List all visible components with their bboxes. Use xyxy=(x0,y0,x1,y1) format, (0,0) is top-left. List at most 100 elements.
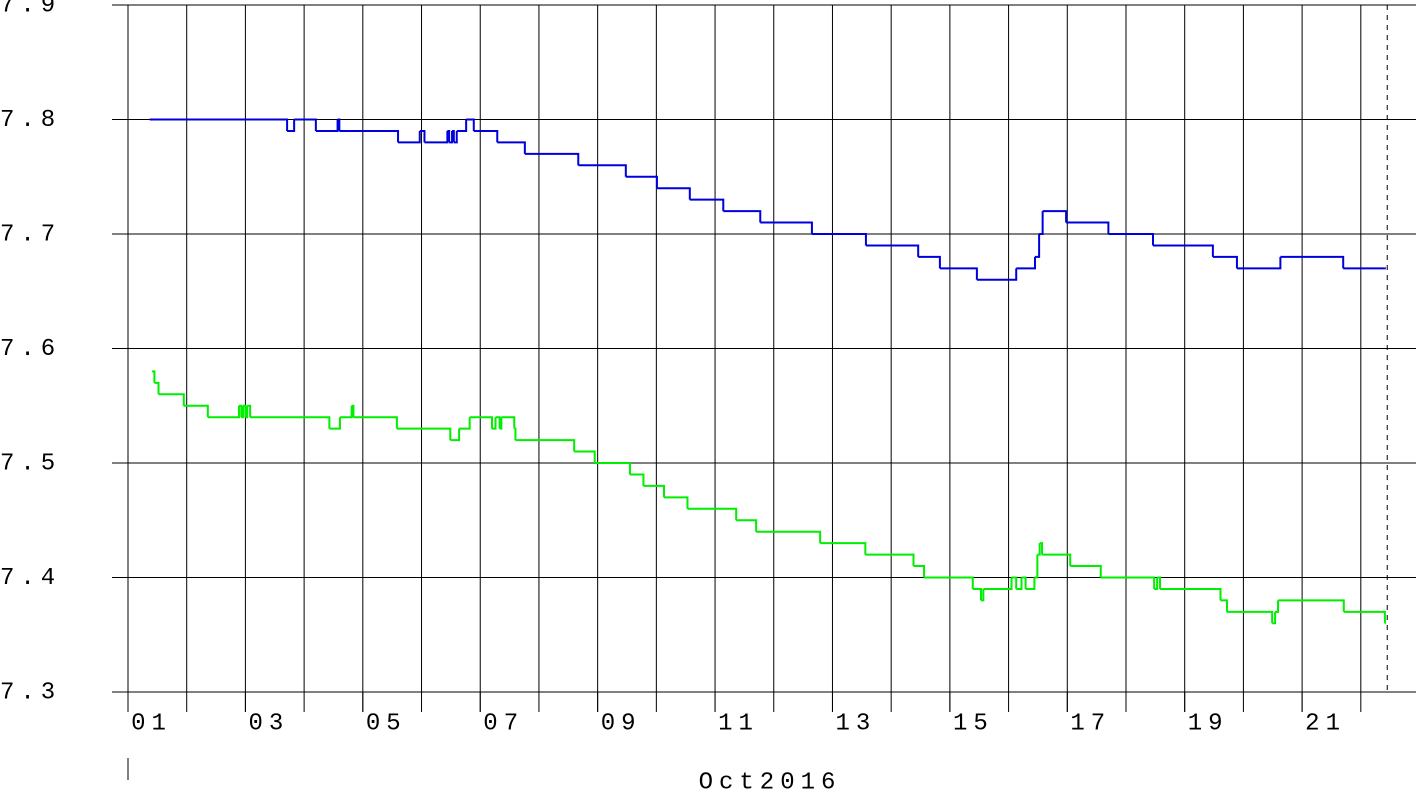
step-segment xyxy=(497,141,526,154)
step-segment xyxy=(1034,554,1039,579)
step-segment xyxy=(1039,211,1044,235)
step-segment xyxy=(578,164,627,177)
step-segment xyxy=(625,175,658,189)
step-segment xyxy=(351,404,355,418)
step-segment xyxy=(643,484,665,498)
step-segment xyxy=(1025,577,1036,590)
step-segment xyxy=(574,450,596,463)
step-segment xyxy=(1160,587,1222,601)
step-segment xyxy=(241,405,245,419)
x-tick-label: 11 xyxy=(718,710,759,737)
step-segment xyxy=(865,244,920,257)
step-segment xyxy=(207,405,240,419)
step-segment xyxy=(1042,553,1072,567)
step-segment xyxy=(760,221,813,234)
step-segment xyxy=(656,187,691,200)
x-tick-label: 07 xyxy=(483,710,524,737)
step-segment xyxy=(524,152,580,166)
step-segment xyxy=(424,130,449,144)
step-segment xyxy=(339,129,400,143)
step-segment xyxy=(1035,234,1041,258)
step-segment xyxy=(1157,576,1162,589)
step-segment xyxy=(152,370,156,383)
step-segment xyxy=(924,576,974,589)
step-segment xyxy=(514,427,517,441)
x-tick-label: 13 xyxy=(836,710,877,737)
y-tick-label: 7.8 xyxy=(0,107,61,134)
x-tick-label: 19 xyxy=(1188,710,1229,737)
step-segment xyxy=(1280,255,1345,269)
step-segment xyxy=(398,130,421,144)
step-segment xyxy=(1343,610,1386,624)
step-segment xyxy=(1226,610,1274,624)
step-segment xyxy=(469,416,493,429)
step-segment xyxy=(491,417,497,430)
step-segment xyxy=(1066,221,1110,234)
step-segment xyxy=(1021,576,1027,589)
step-segment xyxy=(1070,565,1102,578)
step-segment xyxy=(250,416,331,429)
step-segment xyxy=(459,417,471,430)
x-tick-label: 05 xyxy=(366,710,407,737)
step-segment xyxy=(663,496,689,509)
step-segment xyxy=(339,405,353,419)
step-segment xyxy=(689,198,725,212)
x-tick-label: 09 xyxy=(601,710,642,737)
step-segment xyxy=(1154,577,1159,590)
step-segment xyxy=(629,473,645,486)
step-segment xyxy=(811,233,867,246)
step-segment xyxy=(594,462,631,475)
y-tick-label: 7.4 xyxy=(0,565,61,592)
step-segment xyxy=(154,381,160,395)
step-segment xyxy=(419,129,426,143)
step-segment xyxy=(1100,576,1156,589)
y-tick-label: 7.9 xyxy=(0,0,61,19)
step-segment xyxy=(939,267,978,280)
step-segment xyxy=(1236,256,1282,270)
x-tick-label: 15 xyxy=(953,710,994,737)
x-tick-label: 17 xyxy=(1070,710,1111,737)
y-tick-label: 7.6 xyxy=(0,336,61,363)
y-tick-label: 7.3 xyxy=(0,679,61,706)
step-segment xyxy=(1272,611,1277,625)
step-segment xyxy=(447,129,451,143)
step-segment xyxy=(449,130,454,144)
step-segment xyxy=(456,119,468,132)
step-segment xyxy=(820,542,867,555)
step-segment xyxy=(238,404,243,418)
step-segment xyxy=(245,405,249,419)
step-segment xyxy=(243,404,247,418)
x-tick-label: 03 xyxy=(248,710,289,737)
step-segment xyxy=(1212,255,1238,269)
step-segment xyxy=(329,417,341,430)
step-segment xyxy=(499,417,503,430)
step-segment xyxy=(337,118,341,131)
step-segment xyxy=(723,210,762,223)
step-segment xyxy=(287,119,296,132)
step-segment xyxy=(158,393,185,406)
y-tick-label: 7.7 xyxy=(0,221,61,248)
step-segment xyxy=(913,565,926,578)
step-segment xyxy=(1011,576,1018,589)
step-segment xyxy=(501,416,516,429)
step-segment xyxy=(983,577,1013,590)
step-segment xyxy=(452,129,455,143)
step-segment xyxy=(980,588,985,602)
step-segment xyxy=(396,427,452,441)
step-segment xyxy=(972,587,982,601)
step-segment xyxy=(736,519,758,532)
step-segment xyxy=(1039,542,1044,555)
step-segment xyxy=(918,255,941,269)
step-segment xyxy=(453,130,458,144)
step-segment xyxy=(1016,256,1036,270)
x-tick-label: 01 xyxy=(131,710,172,737)
y-tick-label: 7.5 xyxy=(0,450,61,477)
step-segment xyxy=(466,118,475,131)
step-segment xyxy=(1220,599,1228,612)
step-segment xyxy=(149,118,289,131)
step-segment xyxy=(976,268,1018,281)
step-segment xyxy=(1278,599,1345,612)
step-segment xyxy=(1275,600,1280,613)
